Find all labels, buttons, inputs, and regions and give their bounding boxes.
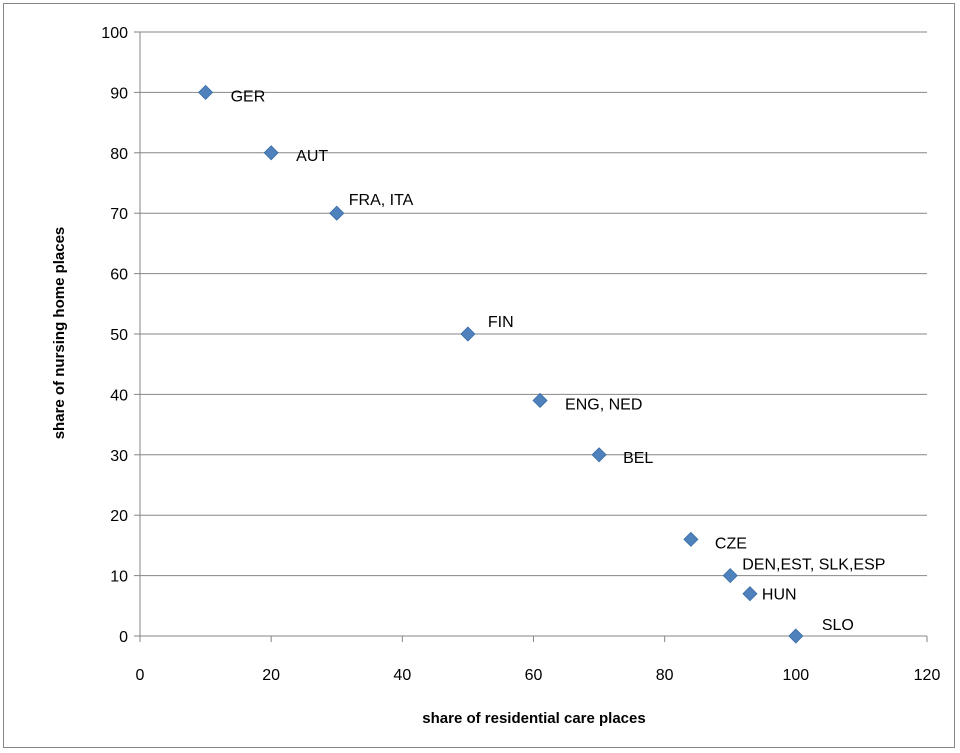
y-tick-labels: 0 10 20 30 40 50 60 70 80 90 100: [101, 25, 128, 646]
y-tick-label: 90: [110, 85, 128, 102]
data-label: FRA, ITA: [349, 192, 414, 209]
data-point: [683, 531, 699, 547]
y-tick-label: 50: [110, 327, 128, 344]
y-tick-label: 20: [110, 508, 128, 525]
data-label: AUT: [296, 148, 328, 165]
data-label: HUN: [762, 587, 797, 604]
data-label: DEN,EST, SLK,ESP: [742, 557, 885, 574]
gridlines: [140, 31, 927, 577]
data-label: SLO: [822, 617, 854, 634]
y-tick-label: 0: [119, 629, 128, 646]
y-tick-label: 40: [110, 387, 128, 404]
x-tick-label: 80: [656, 667, 674, 684]
x-tick-label: 100: [782, 667, 809, 684]
y-tick-label: 100: [101, 25, 128, 42]
data-point: [722, 568, 738, 584]
chart-area: [3, 3, 955, 748]
y-axis-title: share of nursing home places: [51, 227, 68, 440]
x-tick-label: 40: [393, 667, 411, 684]
data-label: CZE: [715, 535, 747, 552]
data-point: [263, 145, 279, 161]
data-point: [742, 586, 758, 602]
data-label: FIN: [488, 314, 514, 331]
axes: [134, 31, 928, 642]
y-tick-label: 70: [110, 206, 128, 223]
x-axis-title: share of residential care places: [422, 710, 645, 727]
x-tick-label: 60: [525, 667, 543, 684]
data-points: [198, 84, 804, 644]
data-point: [591, 447, 607, 463]
data-point: [198, 84, 214, 100]
data-label: BEL: [623, 450, 653, 467]
data-label: ENG, NED: [565, 396, 642, 413]
y-tick-label: 30: [110, 448, 128, 465]
x-tick-labels: 0 20 40 60 80 100 120: [136, 667, 941, 684]
data-point: [329, 205, 345, 221]
y-tick-label: 10: [110, 569, 128, 586]
x-tick-label: 0: [136, 667, 145, 684]
data-point: [532, 392, 548, 409]
data-label: GER: [231, 88, 266, 105]
data-labels: GER AUT FRA, ITA FIN ENG, NED BEL CZE DEN,EST, …: [231, 88, 886, 634]
y-tick-label: 80: [110, 146, 128, 163]
data-point: [460, 326, 476, 342]
x-tick-label: 120: [914, 667, 941, 684]
data-point: [788, 628, 804, 644]
y-tick-label: 60: [110, 267, 128, 284]
x-tick-label: 20: [262, 667, 280, 684]
